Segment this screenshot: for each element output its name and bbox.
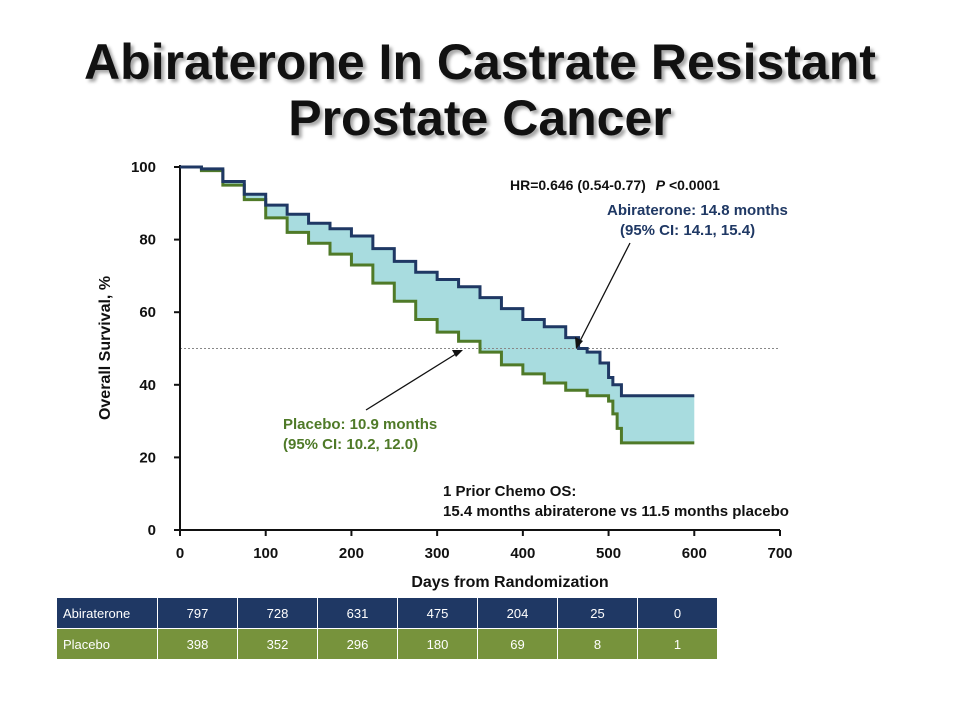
risk-table-row: Placebo 398 352 296 180 69 8 1 bbox=[56, 628, 718, 660]
placebo-median-line-2: (95% CI: 10.2, 12.0) bbox=[283, 436, 418, 453]
placebo-arrowhead bbox=[452, 350, 463, 357]
prior-chemo-line-1: 1 Prior Chemo OS: bbox=[443, 483, 576, 500]
risk-cell: 475 bbox=[397, 597, 478, 629]
risk-cell: 728 bbox=[237, 597, 318, 629]
patients-at-risk-table: Abiraterone 797 728 631 475 204 25 0 Placebo 398 3… bbox=[56, 597, 718, 660]
title-line-2: Prostate Cancer bbox=[288, 90, 672, 146]
risk-cell: 69 bbox=[477, 628, 558, 660]
x-tick-label: 200 bbox=[339, 545, 364, 562]
hr-annotation: HR=0.646 (0.54-0.77) P <0.0001 bbox=[510, 177, 720, 193]
risk-row-label: Abiraterone bbox=[56, 597, 158, 629]
p-value: <0.0001 bbox=[669, 177, 720, 193]
risk-table-row: Abiraterone 797 728 631 475 204 25 0 bbox=[56, 597, 718, 629]
risk-cell: 204 bbox=[477, 597, 558, 629]
risk-cell: 1 bbox=[637, 628, 718, 660]
risk-cell: 0 bbox=[637, 597, 718, 629]
y-tick-label: 40 bbox=[139, 377, 156, 394]
risk-cell: 180 bbox=[397, 628, 478, 660]
risk-cell: 8 bbox=[557, 628, 638, 660]
abiraterone-median-line-2: (95% CI: 14.1, 15.4) bbox=[620, 222, 755, 239]
abiraterone-median-line-1: Abiraterone: 14.8 months bbox=[607, 202, 788, 219]
y-tick-label: 60 bbox=[139, 304, 156, 321]
abiraterone-arrowhead bbox=[575, 337, 583, 349]
placebo-median-line-1: Placebo: 10.9 months bbox=[283, 416, 437, 433]
x-tick-label: 300 bbox=[425, 545, 450, 562]
placebo-median-arrow bbox=[365, 351, 460, 411]
y-tick-label: 80 bbox=[139, 232, 156, 249]
survival-difference-area bbox=[180, 167, 695, 443]
axes: 0 100 200 300 400 500 600 700 0 20 40 60 80 100 bbox=[131, 159, 793, 562]
risk-cell: 296 bbox=[317, 628, 398, 660]
series-lines bbox=[180, 165, 695, 445]
risk-cell: 352 bbox=[237, 628, 318, 660]
x-tick-label: 600 bbox=[682, 545, 707, 562]
title-line-1: Abiraterone In Castrate Resistant bbox=[84, 34, 876, 90]
survival-chart: 0 100 200 300 400 500 600 700 0 20 40 60 80 100 Overa… bbox=[97, 159, 793, 591]
placebo-curve bbox=[180, 165, 695, 445]
x-tick-label: 700 bbox=[767, 545, 792, 562]
abiraterone-curve bbox=[180, 165, 695, 398]
risk-cell: 398 bbox=[157, 628, 238, 660]
y-axis-label: Overall Survival, % bbox=[97, 276, 114, 420]
difference-fill bbox=[180, 167, 695, 443]
x-tick-label: 0 bbox=[176, 545, 184, 562]
x-tick-label: 500 bbox=[596, 545, 621, 562]
slide-title: Abiraterone In Castrate Resistant Prosta… bbox=[0, 34, 960, 146]
risk-cell: 797 bbox=[157, 597, 238, 629]
y-tick-label: 0 bbox=[148, 522, 156, 539]
y-tick-label: 20 bbox=[139, 449, 156, 466]
x-axis-label: Days from Randomization bbox=[411, 574, 608, 591]
x-tick-label: 400 bbox=[510, 545, 535, 562]
risk-cell: 631 bbox=[317, 597, 398, 629]
y-tick-label: 100 bbox=[131, 159, 156, 176]
x-tick-label: 100 bbox=[253, 545, 278, 562]
risk-row-label: Placebo bbox=[56, 628, 158, 660]
prior-chemo-line-2: 15.4 months abiraterone vs 11.5 months p… bbox=[443, 503, 789, 520]
p-label: P bbox=[656, 177, 666, 193]
risk-cell: 25 bbox=[557, 597, 638, 629]
abiraterone-median-arrow bbox=[577, 242, 631, 346]
hr-text: HR=0.646 (0.54-0.77) bbox=[510, 177, 646, 193]
